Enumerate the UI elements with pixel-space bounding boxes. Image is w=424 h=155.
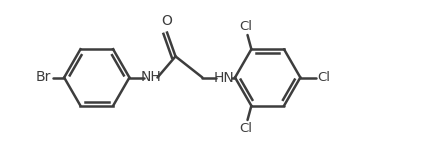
Text: HN: HN xyxy=(213,71,234,84)
Text: Cl: Cl xyxy=(318,71,331,84)
Text: Br: Br xyxy=(35,71,51,84)
Text: Cl: Cl xyxy=(239,20,252,33)
Text: NH: NH xyxy=(140,71,161,84)
Text: O: O xyxy=(162,14,173,28)
Text: Cl: Cl xyxy=(239,122,252,135)
